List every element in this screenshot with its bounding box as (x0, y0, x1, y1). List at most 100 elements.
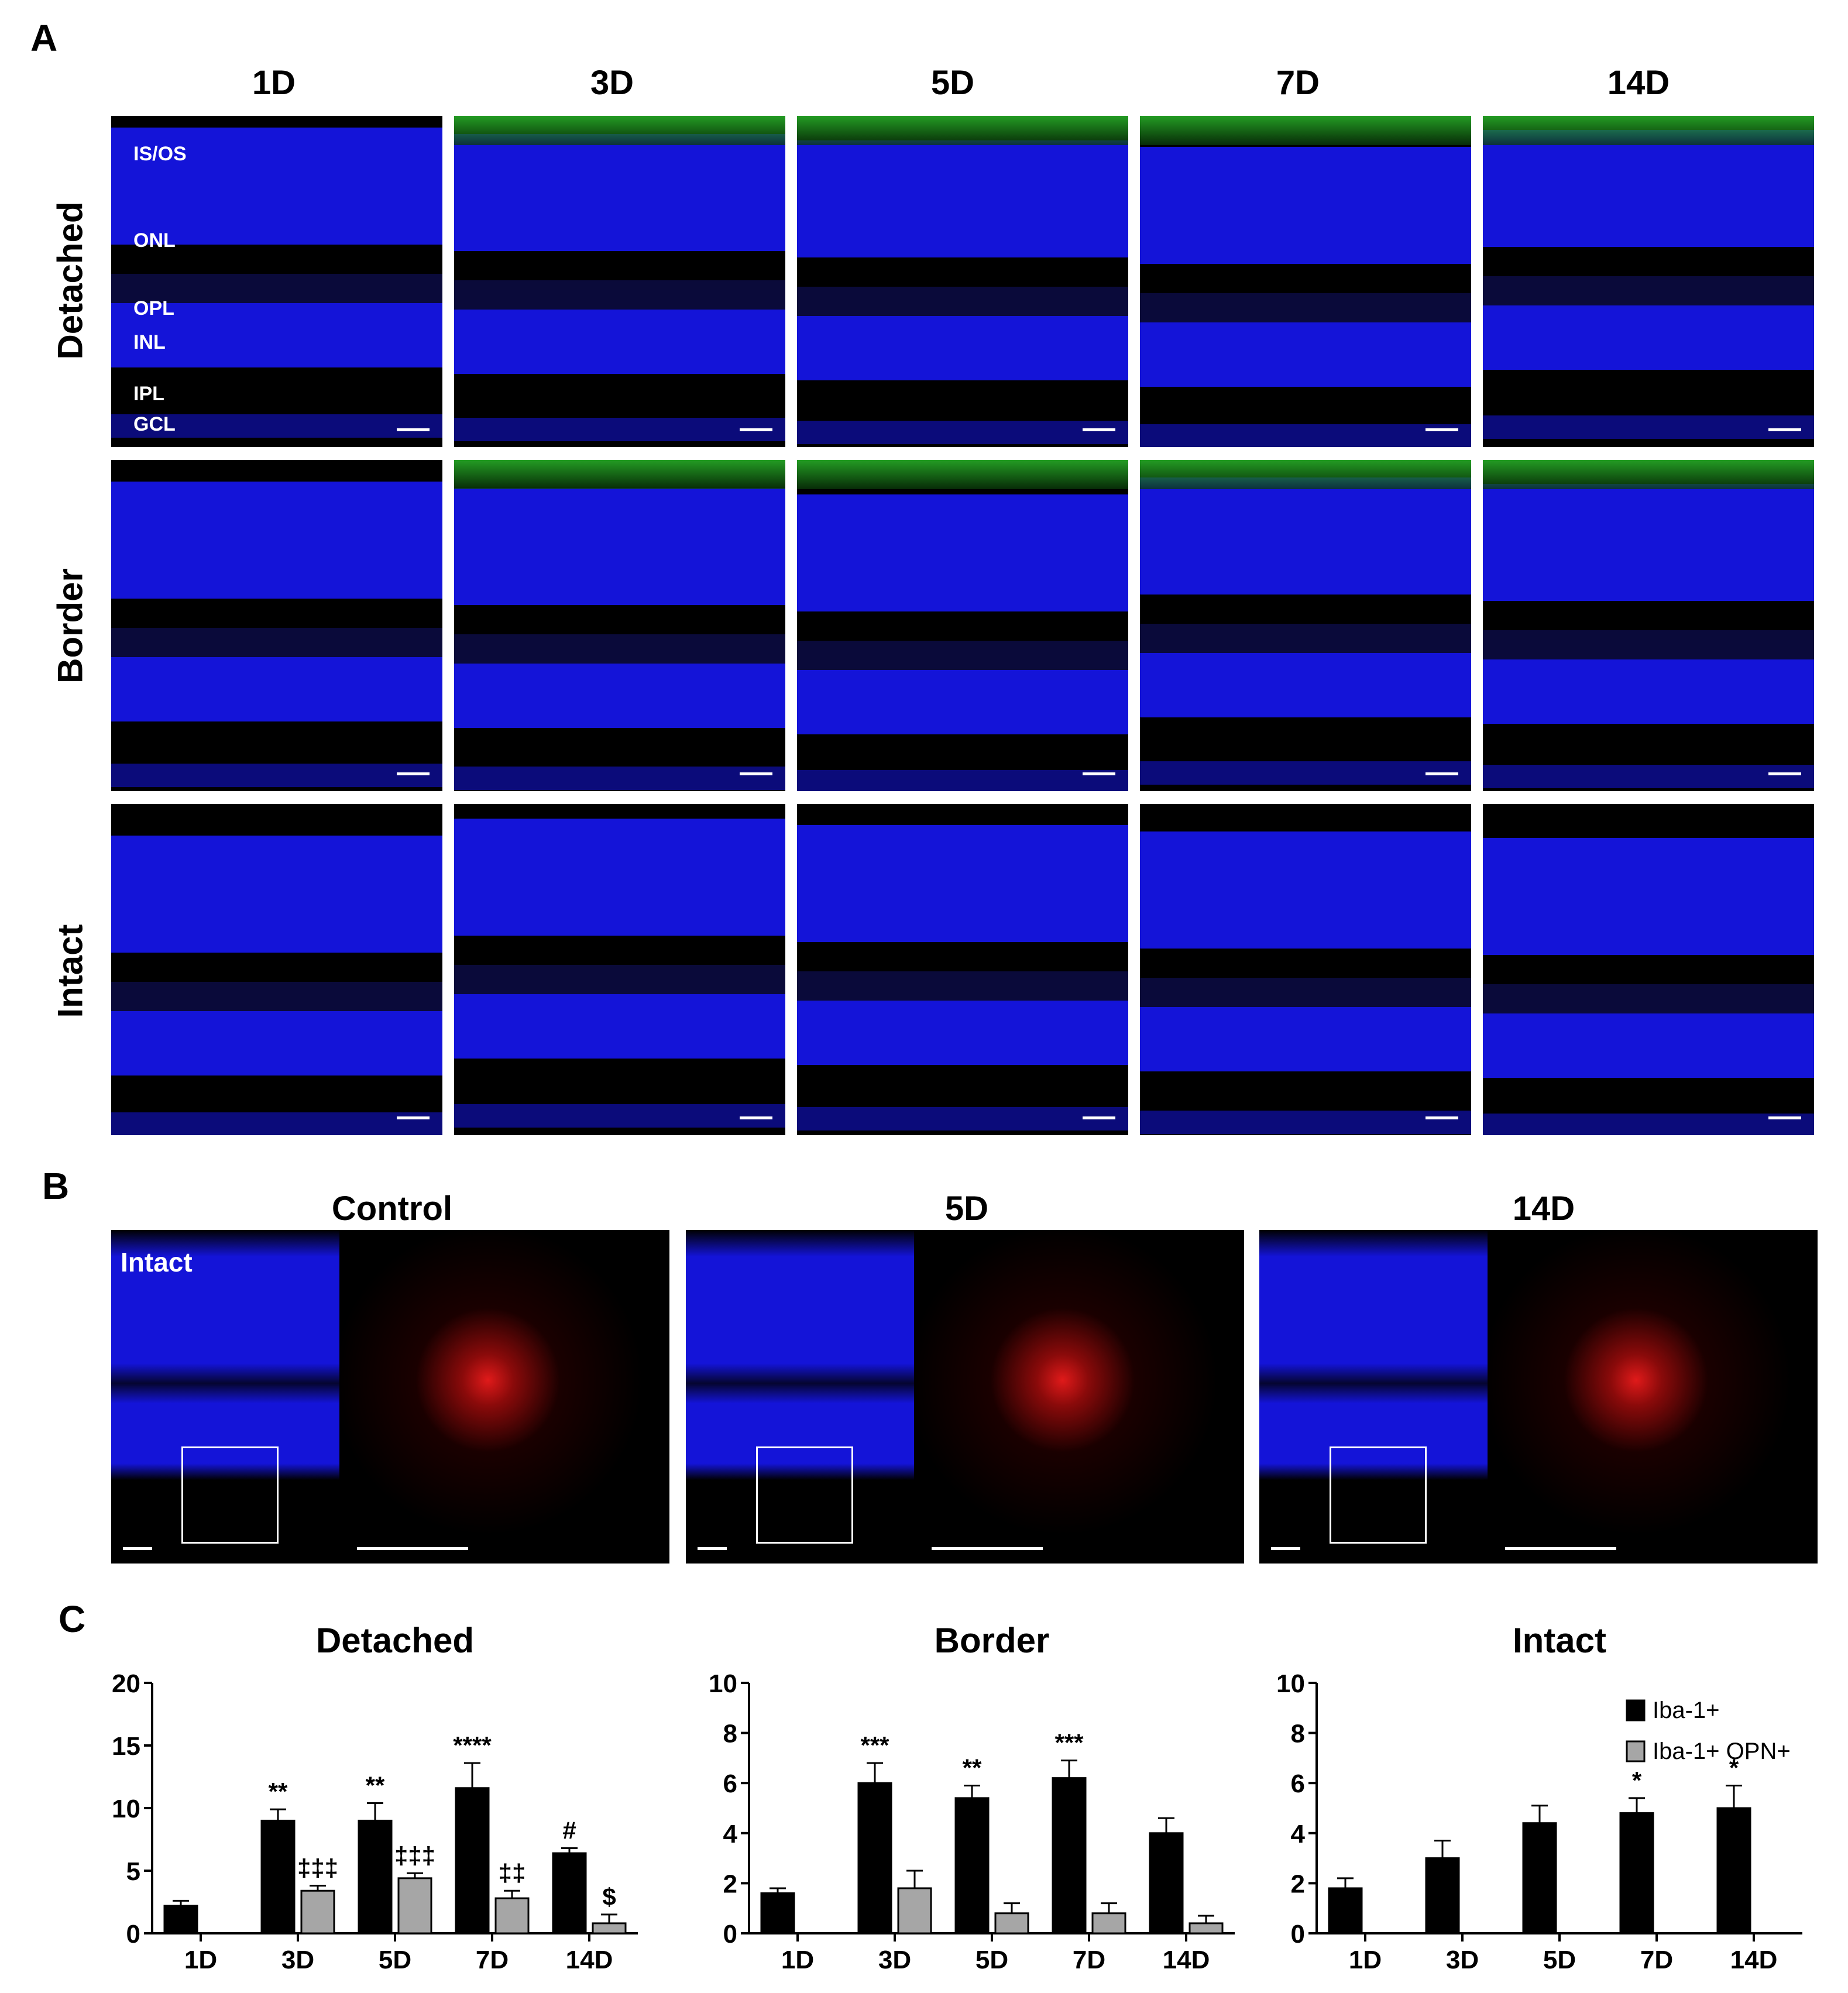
tissue-layer (1140, 477, 1471, 595)
tissue-layer (454, 134, 785, 251)
tissue-layer (111, 836, 442, 953)
bar (358, 1819, 393, 1934)
row-label-intact: Intact (50, 924, 90, 1018)
tissue-layer (454, 819, 785, 936)
bar (1189, 1922, 1224, 1934)
tissue-layer (111, 414, 442, 438)
micrograph-intact-7d (1140, 804, 1471, 1135)
y-tick-label: 4 (723, 1820, 738, 1848)
tissue-layer (797, 670, 1128, 734)
tissue-layer (454, 634, 785, 664)
scale-bar (1425, 772, 1458, 775)
tissue-layer (111, 763, 442, 787)
scale-bar (1768, 1116, 1801, 1119)
tissue-layer (1140, 322, 1471, 387)
scale-bar (1083, 772, 1115, 775)
opn-signal (797, 460, 1128, 489)
tissue-layer (1140, 978, 1471, 1007)
scale-bar (932, 1547, 1043, 1550)
tissue-layer (1483, 1114, 1814, 1135)
tissue-layer (454, 664, 785, 728)
tissue-layer (1483, 764, 1814, 788)
scale-bar (1271, 1547, 1300, 1550)
row-label-border: Border (50, 568, 90, 683)
bar (163, 1905, 198, 1934)
x-tick-label: 5D (1543, 1946, 1576, 1974)
tissue-layer (797, 769, 1128, 791)
significance-label: # (562, 1816, 576, 1844)
y-tick-label: 2 (723, 1870, 737, 1898)
micrograph-detached-3d (454, 116, 785, 447)
b-title-5d: 5D (944, 1190, 989, 1228)
tissue-layer (1140, 147, 1471, 264)
bar (1522, 1822, 1557, 1934)
bar (994, 1912, 1029, 1934)
bar (954, 1797, 990, 1934)
tissue-layer (1483, 1013, 1814, 1078)
col-label-3d: 3D (590, 64, 634, 102)
bar (857, 1782, 892, 1934)
col-label-14d: 14D (1607, 64, 1670, 102)
tissue-layer (797, 316, 1128, 380)
scale-bar (1083, 1116, 1115, 1119)
panel-c-letter: C (59, 1598, 86, 1640)
tissue-layer (797, 494, 1128, 611)
bar (1052, 1777, 1087, 1934)
scale-bar (1505, 1547, 1616, 1550)
tissue-layer (454, 767, 785, 790)
tissue-layer (1140, 1110, 1471, 1134)
micrograph-intact-3d (454, 804, 785, 1135)
significance-label: ‡‡‡ (297, 1854, 338, 1882)
tissue-layer (454, 1104, 785, 1128)
bar (1328, 1887, 1363, 1934)
tissue-layer (454, 280, 785, 310)
bar (494, 1897, 530, 1934)
tissue-layer (1140, 624, 1471, 653)
tissue-layer (1140, 424, 1471, 447)
tissue-layer (1140, 293, 1471, 322)
tissue-layer (1483, 659, 1814, 724)
significance-label: * (1632, 1767, 1642, 1794)
tissue-layer (111, 982, 442, 1011)
bar (1619, 1812, 1654, 1934)
tissue-layer (797, 1001, 1128, 1065)
significance-label: ** (269, 1778, 288, 1805)
bar (1091, 1912, 1126, 1934)
y-tick-label: 0 (1291, 1920, 1305, 1949)
y-tick-label: 4 (1291, 1820, 1306, 1848)
significance-label: **** (453, 1731, 492, 1759)
b-inset-box (756, 1446, 853, 1544)
col-label-5d: 5D (930, 64, 975, 102)
micrograph-border-5d (797, 460, 1128, 791)
tissue-layer (111, 1112, 442, 1135)
scale-bar (1083, 428, 1115, 431)
y-tick-label: 8 (1291, 1720, 1305, 1748)
bar (1716, 1807, 1751, 1934)
b-overview-5d (686, 1230, 914, 1564)
opn-signal (1140, 460, 1471, 489)
tissue-layer (797, 1107, 1128, 1130)
significance-label: *** (860, 1731, 889, 1759)
layer-label-isos: IS/OS (133, 143, 187, 165)
b-inset-box (181, 1446, 279, 1544)
opn-signal (1483, 116, 1814, 145)
x-tick-label: 5D (975, 1946, 1008, 1974)
tissue-layer (797, 421, 1128, 444)
panel-b-letter: B (42, 1165, 70, 1207)
y-tick-label: 15 (112, 1732, 140, 1761)
layer-label-inl: INL (133, 331, 166, 353)
legend-label: Iba-1+ (1653, 1698, 1720, 1723)
significance-label: $ (602, 1883, 616, 1910)
scale-bar (357, 1547, 468, 1550)
scale-bar (1425, 1116, 1458, 1119)
tissue-layer (797, 140, 1128, 257)
panel-a-letter: A (30, 17, 58, 59)
scale-bar (123, 1547, 152, 1550)
b-title-14d: 14D (1512, 1190, 1575, 1228)
significance-label: ** (366, 1771, 385, 1799)
x-tick-label: 1D (1349, 1946, 1382, 1974)
significance-label: ‡‡‡ (394, 1841, 435, 1869)
scale-bar (397, 772, 430, 775)
layer-label-ipl: IPL (133, 383, 164, 405)
